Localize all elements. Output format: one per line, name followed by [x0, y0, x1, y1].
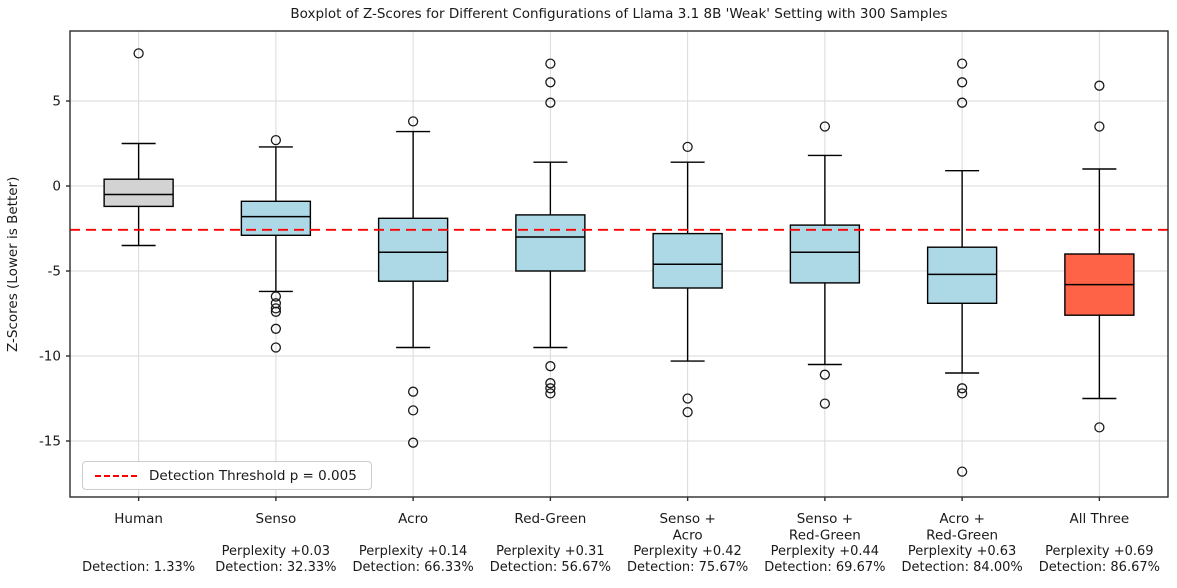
outlier-point — [682, 406, 693, 418]
outlier-point — [545, 388, 556, 399]
x-tick-label: Acro — [673, 528, 703, 544]
perplexity-annotation: Perplexity +0.14 — [359, 544, 467, 559]
boxplot-acro-red-green — [926, 58, 998, 477]
outlier-point — [956, 383, 968, 394]
x-tick-label: Human — [114, 511, 163, 527]
outlier-point — [270, 342, 282, 353]
outlier-point — [270, 303, 282, 314]
boxplot-all-three — [1064, 80, 1135, 433]
boxplot-red-green — [515, 58, 586, 399]
iqr-box — [789, 224, 861, 284]
y-axis: 5 0 -5 -10 -15 — [39, 94, 70, 450]
legend-label: Detection Threshold p = 0.005 — [149, 467, 357, 484]
outlier-point — [407, 386, 419, 397]
x-tick-label: Acro + — [939, 511, 985, 527]
x-axis: Human Detection: 1.33% Senso Perplexity +0.… — [82, 497, 1160, 575]
outlier-point — [682, 393, 693, 404]
outlier-point — [956, 77, 968, 88]
outlier-point — [407, 437, 419, 448]
perplexity-annotation: Perplexity +0.63 — [908, 544, 1016, 559]
outlier-point — [133, 48, 144, 59]
outlier-point — [270, 134, 282, 146]
gridlines — [70, 31, 1168, 497]
outlier-point — [1094, 80, 1105, 91]
perplexity-annotation: Perplexity +0.42 — [633, 544, 741, 559]
outlier-point — [545, 378, 556, 389]
threshold-dash-icon — [95, 474, 137, 477]
outlier-point — [819, 398, 831, 409]
outlier-point — [545, 77, 556, 88]
outlier-point — [1094, 121, 1105, 132]
y-tick-label: -15 — [39, 434, 61, 450]
outlier-point — [545, 97, 556, 108]
detection-annotation: Detection: 69.67% — [764, 560, 885, 575]
detection-annotation: Detection: 84.00% — [902, 560, 1023, 575]
outlier-point — [1094, 422, 1105, 433]
outlier-point — [545, 361, 556, 372]
iqr-box — [652, 232, 723, 289]
iqr-box — [926, 246, 998, 304]
y-tick-label: 5 — [52, 94, 61, 110]
outlier-point — [407, 405, 419, 416]
detection-annotation: Detection: 66.33% — [353, 560, 474, 575]
outlier-point — [407, 116, 419, 127]
perplexity-annotation: Perplexity +0.31 — [496, 544, 604, 559]
outlier-point — [270, 306, 282, 317]
x-tick-label: Red-Green — [926, 528, 998, 544]
perplexity-annotation: Perplexity +0.69 — [1045, 544, 1153, 559]
outlier-point — [270, 291, 282, 302]
x-tick-label: Red-Green — [514, 511, 586, 527]
outlier-point — [956, 58, 968, 69]
x-tick-label: Acro — [398, 511, 428, 527]
y-tick-label: -10 — [39, 349, 61, 365]
outlier-point — [819, 121, 831, 132]
y-axis-label: Z-Scores (Lower is Better) — [5, 176, 21, 352]
outlier-point — [956, 388, 968, 399]
outlier-point — [545, 383, 556, 394]
boxplot-senso-red-green — [789, 121, 861, 409]
boxplot-human — [103, 48, 174, 247]
y-tick-label: -5 — [48, 264, 61, 280]
outlier-point — [545, 58, 556, 69]
detection-annotation: Detection: 1.33% — [82, 560, 195, 575]
iqr-box — [377, 217, 449, 282]
y-tick-label: 0 — [52, 179, 61, 195]
detection-annotation: Detection: 32.33% — [215, 560, 336, 575]
x-tick-label: Senso + — [797, 511, 853, 527]
chart-title: Boxplot of Z-Scores for Different Config… — [290, 6, 948, 22]
x-tick-label: Senso — [256, 511, 297, 527]
x-tick-label: Red-Green — [789, 528, 861, 544]
plot-frame — [69, 30, 1169, 498]
detection-annotation: Detection: 86.67% — [1039, 560, 1160, 575]
detection-annotation: Detection: 56.67% — [490, 560, 611, 575]
detection-annotation: Detection: 75.67% — [627, 560, 748, 575]
perplexity-annotation: Perplexity +0.03 — [222, 544, 330, 559]
outlier-point — [819, 369, 831, 380]
iqr-box — [515, 214, 586, 272]
outlier-point — [682, 141, 693, 153]
x-tick-label: All Three — [1070, 511, 1130, 527]
outlier-point — [270, 323, 282, 334]
boxplot-senso-acro — [652, 141, 723, 418]
perplexity-annotation: Perplexity +0.44 — [771, 544, 879, 559]
legend-box: Detection Threshold p = 0.005 — [82, 461, 372, 490]
outlier-point — [956, 466, 968, 477]
iqr-box — [103, 178, 174, 208]
x-tick-label: Senso + — [659, 511, 715, 527]
boxplot-acro — [377, 116, 449, 448]
outlier-point — [956, 97, 968, 108]
